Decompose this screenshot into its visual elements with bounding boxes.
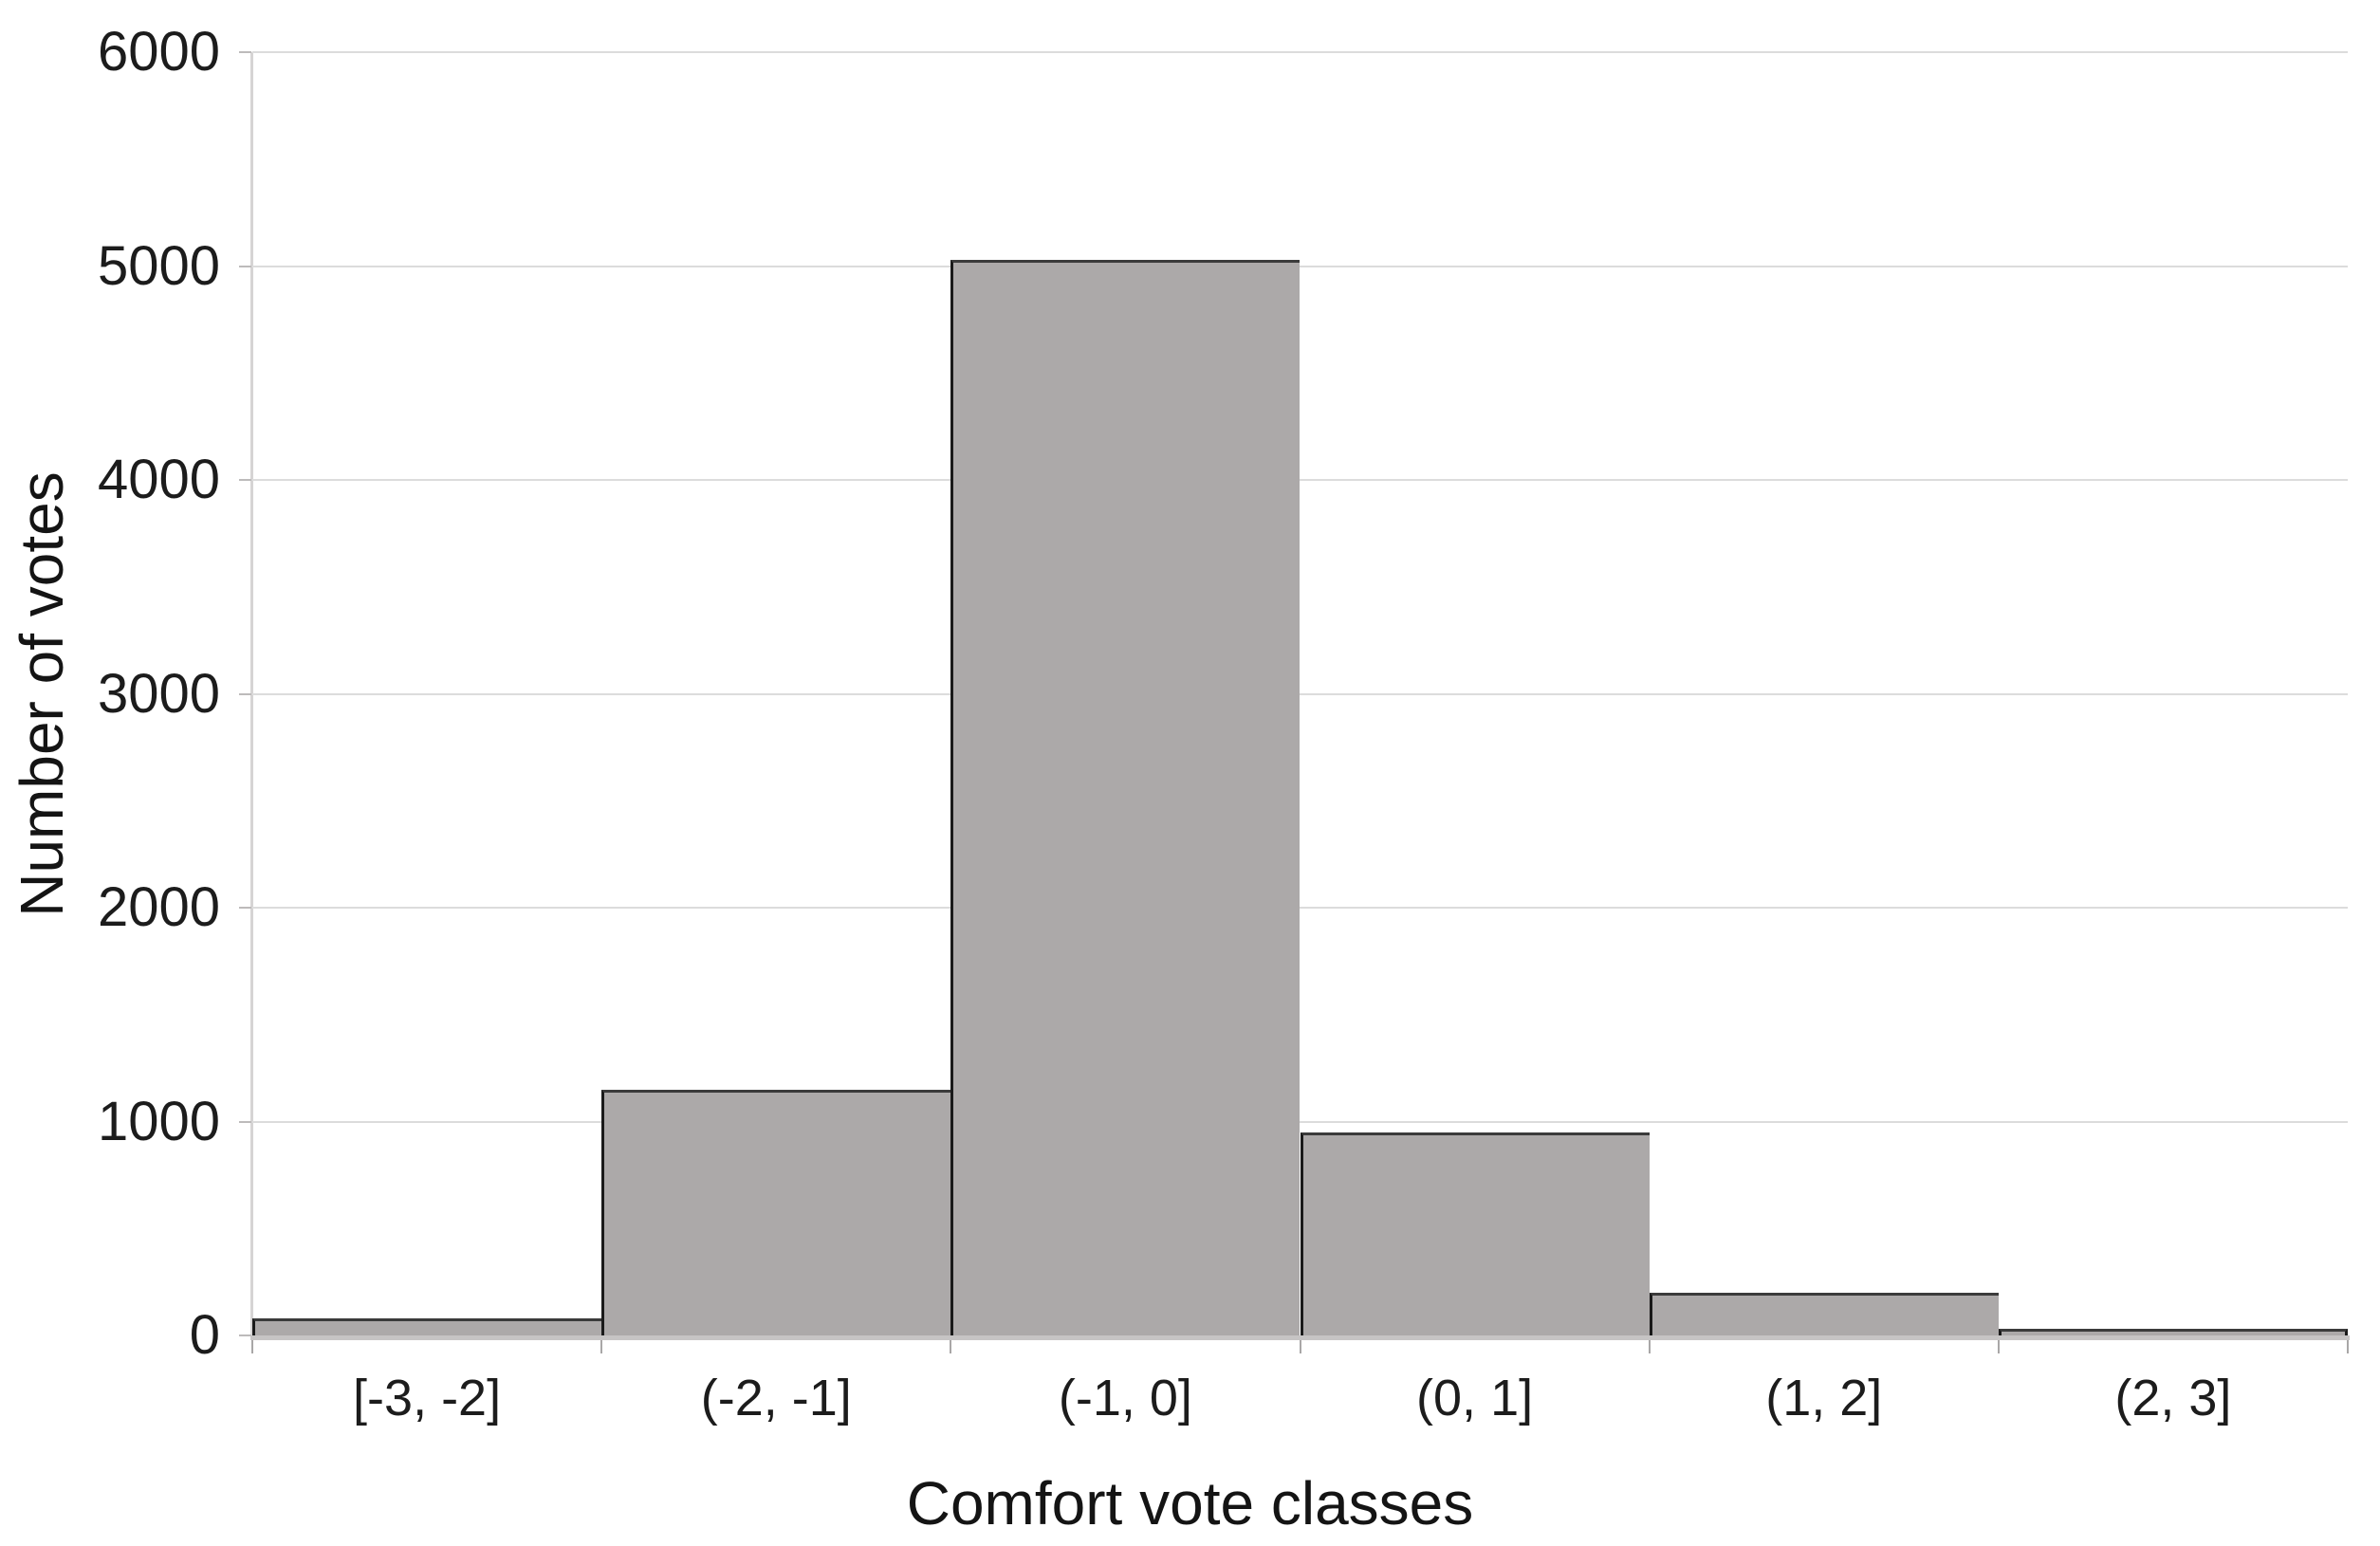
- x-axis-tick: [251, 1340, 253, 1353]
- gridline-6000: [252, 51, 2348, 53]
- plot-area: [252, 51, 2348, 1335]
- gridline-1000: [252, 1120, 2348, 1123]
- y-tick-label-4000: 4000: [97, 449, 220, 510]
- gridline-3000: [252, 692, 2348, 695]
- bar-(1, 2]: [1649, 1292, 1999, 1335]
- y-tick-label-2000: 2000: [97, 876, 220, 938]
- y-axis-tick: [239, 692, 251, 695]
- x-tick-label-(-1, 0]: (-1, 0]: [1058, 1370, 1192, 1426]
- y-axis-tick: [239, 1334, 251, 1336]
- bar-(-1, 0]: [950, 259, 1301, 1335]
- y-tick-label-3000: 3000: [97, 662, 220, 725]
- bar-(2, 3]: [1998, 1329, 2348, 1335]
- gridline-4000: [252, 479, 2348, 481]
- x-tick-label-(0, 1]: (0, 1]: [1416, 1370, 1534, 1426]
- y-axis-line: [250, 52, 253, 1338]
- bar-(-2, -1]: [601, 1089, 951, 1335]
- y-axis-tick: [239, 479, 251, 481]
- gridline-5000: [252, 265, 2348, 267]
- x-tick-label-(1, 2]: (1, 2]: [1765, 1370, 1883, 1426]
- x-tick-label-[-3, -2]: [-3, -2]: [353, 1370, 502, 1426]
- x-axis-line: [250, 1335, 2350, 1340]
- x-axis-tick: [1997, 1340, 2000, 1353]
- x-axis-tick: [2347, 1340, 2349, 1353]
- gridline-2000: [252, 907, 2348, 909]
- y-axis-tick: [239, 1120, 251, 1123]
- bar-[-3, -2]: [252, 1317, 602, 1335]
- x-axis-tick: [600, 1340, 603, 1353]
- y-tick-label-6000: 6000: [97, 21, 220, 83]
- y-tick-label-1000: 1000: [97, 1090, 220, 1152]
- bar-(0, 1]: [1300, 1132, 1650, 1335]
- y-tick-label-0: 0: [189, 1304, 220, 1366]
- x-axis-title: Comfort vote classes: [906, 1469, 1474, 1537]
- x-axis-tick: [1299, 1340, 1301, 1353]
- x-axis-tick: [950, 1340, 952, 1353]
- y-axis-tick: [239, 265, 251, 267]
- y-axis-tick: [239, 51, 251, 53]
- y-tick-label-5000: 5000: [97, 234, 220, 297]
- x-tick-label-(-2, -1]: (-2, -1]: [700, 1370, 852, 1426]
- x-tick-label-(2, 3]: (2, 3]: [2114, 1370, 2232, 1426]
- x-axis-tick: [1648, 1340, 1651, 1353]
- y-axis-tick: [239, 907, 251, 909]
